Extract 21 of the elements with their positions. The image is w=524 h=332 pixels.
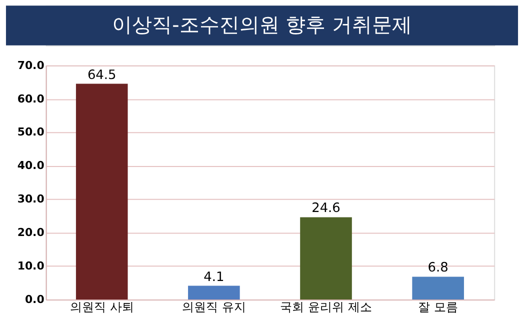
data-label: 4.1: [204, 270, 224, 285]
y-tick-label: 10.0: [17, 260, 45, 273]
y-tick-label: 20.0: [17, 226, 45, 240]
y-tick-label: 40.0: [17, 159, 45, 172]
bar: [188, 286, 240, 300]
data-label: 24.6: [312, 201, 340, 216]
data-label: 6.8: [428, 260, 448, 276]
x-tick-label: 의원직 유지: [182, 300, 246, 314]
x-tick-label: 의원직 사퇴: [70, 300, 134, 314]
x-tick-label: 국회 윤리위 제소: [280, 300, 372, 314]
bar: [76, 84, 128, 300]
y-tick-label: 70.0: [17, 58, 45, 72]
bar: [412, 276, 464, 300]
data-label: 64.5: [87, 68, 116, 83]
x-tick-label: 잘 모름: [418, 300, 458, 314]
y-tick-label: 60.0: [17, 92, 45, 106]
y-tick-label: 50.0: [17, 126, 45, 139]
chart-title: 이상직-조수진의원 향후 거취문제: [112, 13, 412, 36]
y-tick-label: 30.0: [17, 192, 45, 206]
bar: [300, 217, 352, 300]
y-tick-label: 0.0: [24, 292, 45, 306]
